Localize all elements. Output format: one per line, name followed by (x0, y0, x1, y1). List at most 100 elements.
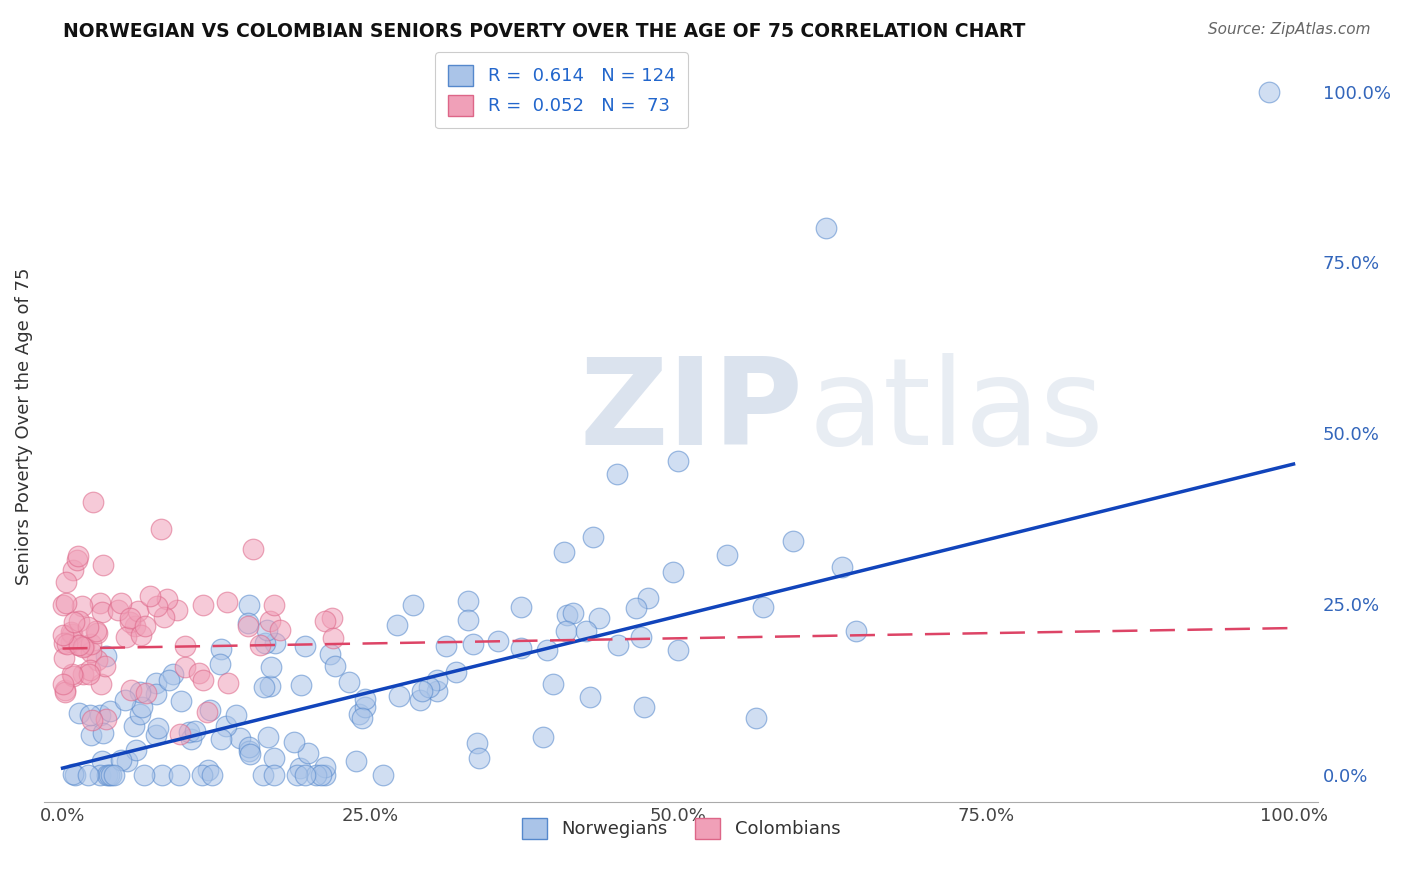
Point (318, 648, 340, 662)
Point (666, 453, 689, 467)
Point (263, 751, 285, 765)
Point (77, 768, 100, 782)
Point (314, 614, 336, 628)
Point (402, 598, 425, 612)
Point (96, 768, 118, 782)
Point (217, 676, 239, 690)
Y-axis label: Seniors Poverty Over the Age of 75: Seniors Poverty Over the Age of 75 (15, 268, 32, 585)
Point (259, 614, 281, 628)
Point (633, 700, 655, 714)
Point (782, 533, 804, 548)
Point (554, 624, 576, 638)
Point (107, 602, 129, 616)
Point (94, 658, 117, 673)
Point (752, 599, 775, 614)
Text: atlas: atlas (808, 353, 1104, 470)
Point (434, 640, 457, 654)
Point (103, 768, 125, 782)
Point (139, 590, 162, 604)
Point (814, 221, 837, 235)
Point (72, 640, 94, 654)
Point (264, 635, 287, 649)
Point (217, 595, 239, 609)
Point (180, 732, 202, 747)
Point (239, 747, 262, 761)
Point (238, 740, 260, 755)
Point (82, 494, 104, 508)
Point (157, 673, 180, 687)
Point (347, 706, 370, 721)
Point (56, 636, 79, 650)
Point (321, 611, 343, 625)
Point (256, 730, 278, 744)
Point (62, 669, 84, 683)
Point (411, 684, 433, 698)
Point (531, 730, 554, 744)
Text: NORWEGIAN VS COLOMBIAN SENIORS POVERTY OVER THE AGE OF 75 CORRELATION CHART: NORWEGIAN VS COLOMBIAN SENIORS POVERTY O… (63, 22, 1025, 41)
Point (60, 625, 83, 640)
Point (198, 703, 221, 717)
Point (201, 768, 224, 782)
Point (536, 642, 558, 657)
Point (115, 630, 138, 644)
Point (145, 676, 167, 690)
Point (253, 636, 276, 650)
Point (259, 680, 281, 694)
Point (146, 722, 169, 736)
Point (98, 704, 121, 718)
Point (80, 728, 103, 742)
Point (191, 768, 214, 782)
Point (323, 658, 346, 673)
Point (486, 633, 509, 648)
Point (110, 596, 132, 610)
Point (465, 736, 488, 750)
Point (745, 711, 768, 725)
Point (314, 760, 336, 774)
Point (53, 684, 76, 698)
Point (256, 623, 278, 637)
Point (373, 768, 395, 782)
Point (63, 615, 86, 629)
Point (152, 609, 174, 624)
Point (297, 747, 319, 761)
Point (666, 643, 689, 657)
Point (385, 617, 408, 632)
Point (236, 615, 259, 630)
Point (79, 666, 101, 681)
Point (177, 724, 200, 739)
Point (86, 625, 108, 640)
Point (91, 754, 114, 768)
Point (129, 685, 152, 699)
Point (72, 667, 94, 681)
Point (582, 530, 605, 544)
Point (129, 628, 152, 642)
Point (100, 768, 122, 782)
Point (337, 675, 360, 690)
Point (55, 574, 77, 589)
Point (191, 598, 214, 612)
Point (80, 714, 103, 728)
Point (135, 685, 157, 699)
Point (110, 753, 132, 767)
Point (716, 548, 738, 562)
Point (146, 599, 169, 613)
Point (588, 611, 610, 625)
Point (605, 467, 627, 482)
Point (831, 559, 853, 574)
Point (67, 706, 90, 720)
Point (115, 754, 138, 768)
Point (86, 624, 108, 638)
Point (578, 690, 600, 705)
Point (184, 724, 207, 739)
Point (70, 599, 93, 614)
Point (91, 558, 114, 572)
Point (353, 692, 375, 706)
Point (67, 549, 90, 563)
Point (62, 766, 84, 780)
Point (555, 608, 578, 623)
Point (53, 635, 76, 649)
Point (67, 615, 90, 629)
Point (195, 705, 218, 719)
Point (238, 599, 260, 613)
Point (845, 624, 868, 638)
